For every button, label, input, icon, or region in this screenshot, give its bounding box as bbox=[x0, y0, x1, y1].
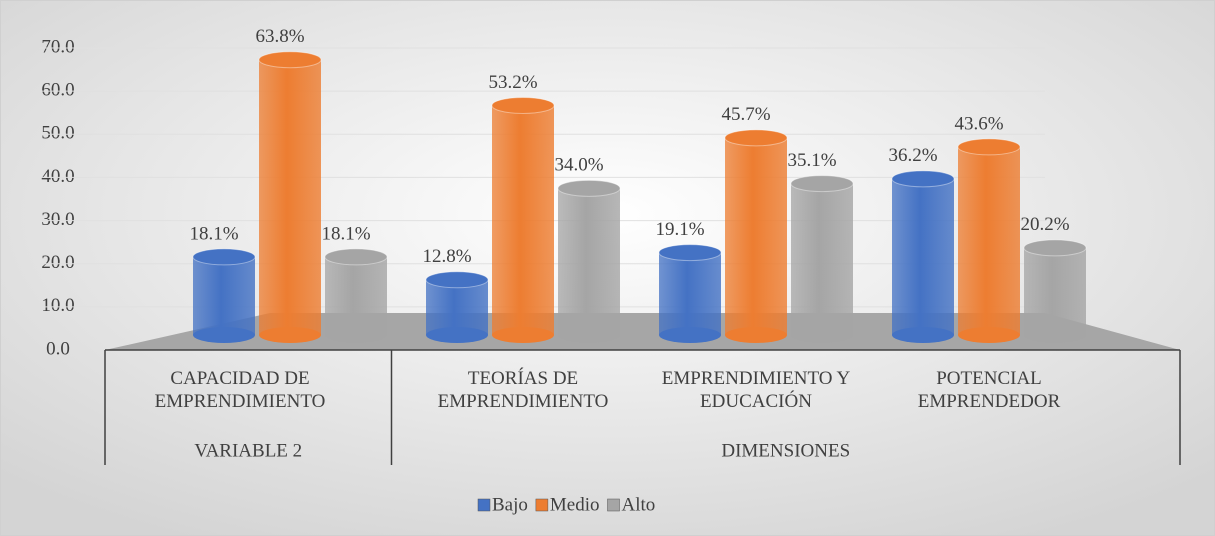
bar bbox=[724, 129, 788, 343]
data-label: 43.6% bbox=[954, 113, 1003, 134]
data-label: 53.2% bbox=[488, 72, 537, 93]
y-tick-label: 20.0 bbox=[41, 252, 74, 273]
x-tick-label: EMPRENDIMIENTO Y EDUCACIÓN bbox=[661, 368, 851, 412]
data-label: 20.2% bbox=[1020, 214, 1069, 235]
bar-top bbox=[891, 170, 955, 188]
y-tick-label: 60.0 bbox=[41, 80, 74, 101]
bar-top bbox=[957, 138, 1021, 156]
group-label: VARIABLE 2 bbox=[194, 440, 302, 461]
x-tick-label: POTENCIAL EMPRENDEDOR bbox=[917, 368, 1061, 412]
legend-swatch bbox=[607, 498, 620, 512]
data-label: 34.0% bbox=[554, 155, 603, 176]
legend-swatch bbox=[535, 498, 549, 512]
y-tick-label: 30.0 bbox=[41, 209, 74, 230]
bar-body bbox=[1024, 247, 1086, 335]
bar bbox=[425, 271, 489, 343]
bar bbox=[324, 248, 388, 343]
y-tick-label: 40.0 bbox=[41, 166, 74, 187]
bar-top bbox=[192, 248, 256, 266]
data-label: 63.8% bbox=[255, 26, 304, 47]
bar-body bbox=[958, 146, 1020, 335]
bar-body bbox=[492, 105, 554, 335]
bar-body bbox=[791, 183, 853, 335]
data-label: 18.1% bbox=[321, 223, 370, 244]
bar bbox=[957, 138, 1021, 343]
legend-label: Medio bbox=[550, 494, 600, 515]
group-label: DIMENSIONES bbox=[721, 440, 850, 461]
bar-top bbox=[425, 271, 489, 289]
bar-top bbox=[557, 179, 621, 197]
bar-body bbox=[325, 256, 387, 335]
bar bbox=[192, 248, 256, 343]
legend-swatch bbox=[477, 498, 491, 512]
data-label: 35.1% bbox=[787, 150, 836, 171]
bar bbox=[790, 175, 854, 343]
bar-body bbox=[725, 137, 787, 335]
bar-body bbox=[892, 178, 954, 335]
bar-top bbox=[724, 129, 788, 147]
data-label: 18.1% bbox=[189, 223, 238, 244]
bar-body bbox=[193, 256, 255, 335]
bar-body bbox=[259, 59, 321, 336]
bar-top bbox=[1023, 239, 1087, 257]
bar-body bbox=[558, 188, 620, 335]
bar bbox=[491, 96, 555, 343]
bar-top bbox=[324, 248, 388, 266]
bar bbox=[658, 244, 722, 343]
y-tick-label: 70.0 bbox=[41, 36, 74, 57]
data-label: 12.8% bbox=[422, 246, 471, 267]
legend-label: Alto bbox=[622, 494, 656, 515]
bar-top bbox=[658, 244, 722, 262]
data-label: 36.2% bbox=[888, 145, 937, 166]
bar bbox=[891, 170, 955, 343]
bar bbox=[258, 51, 322, 343]
bar-top bbox=[790, 175, 854, 193]
bar-body bbox=[426, 279, 488, 335]
legend-label: Bajo bbox=[492, 494, 528, 515]
data-label: 19.1% bbox=[655, 219, 704, 240]
x-tick-label: TEORÍAS DE EMPRENDIMIENTO bbox=[437, 368, 609, 412]
y-tick-label: 50.0 bbox=[41, 123, 74, 144]
bar-top bbox=[491, 96, 555, 114]
bar bbox=[557, 179, 621, 343]
x-tick-label: CAPACIDAD DE EMPRENDIMIENTO bbox=[154, 368, 326, 412]
y-tick-label: 10.0 bbox=[41, 295, 74, 316]
y-tick-label: 0.0 bbox=[46, 338, 70, 359]
data-label: 45.7% bbox=[721, 104, 770, 125]
bar bbox=[1023, 239, 1087, 343]
bar-top bbox=[258, 51, 322, 69]
bar-body bbox=[659, 252, 721, 335]
